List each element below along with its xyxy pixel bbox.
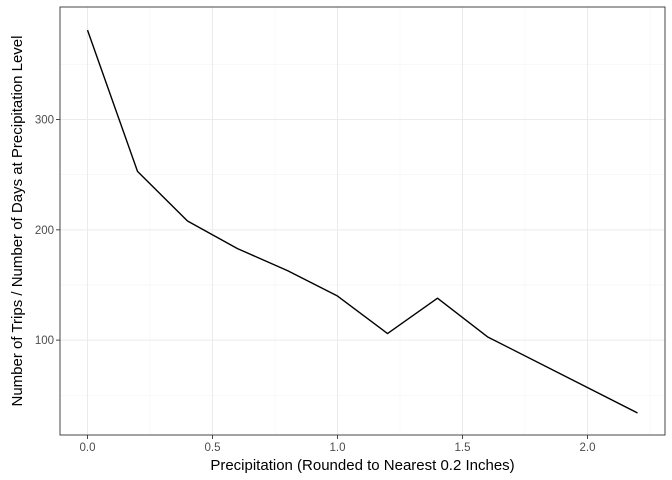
x-axis: 0.0 0.5 1.0 1.5 2.0 <box>80 435 596 454</box>
data-point <box>85 28 90 33</box>
y-tick-label: 300 <box>35 115 54 127</box>
y-axis: 100 200 300 <box>35 115 60 347</box>
data-point <box>335 294 340 299</box>
grid-lines <box>60 7 665 435</box>
data-point <box>135 169 140 174</box>
x-tick-label: 0.5 <box>205 442 221 454</box>
data-point <box>435 296 440 301</box>
x-axis-title: Precipitation (Rounded to Nearest 0.2 In… <box>210 457 514 474</box>
y-axis-title: Number of Trips / Number of Days at Prec… <box>9 36 26 407</box>
data-point <box>285 268 290 273</box>
x-tick-label: 1.0 <box>330 442 346 454</box>
x-tick-label: 2.0 <box>580 442 596 454</box>
x-tick-label: 0.0 <box>80 442 96 454</box>
series-line-1 <box>86 29 638 414</box>
data-point <box>235 246 240 251</box>
data-point <box>635 410 640 415</box>
data-point <box>485 334 490 339</box>
y-tick-label: 200 <box>35 225 54 237</box>
y-tick-label: 100 <box>35 335 54 347</box>
plot-panel-border <box>59 6 666 436</box>
x-tick-label: 1.5 <box>455 442 471 454</box>
data-point <box>185 219 190 224</box>
data-point <box>385 331 390 336</box>
series-group <box>85 28 640 415</box>
